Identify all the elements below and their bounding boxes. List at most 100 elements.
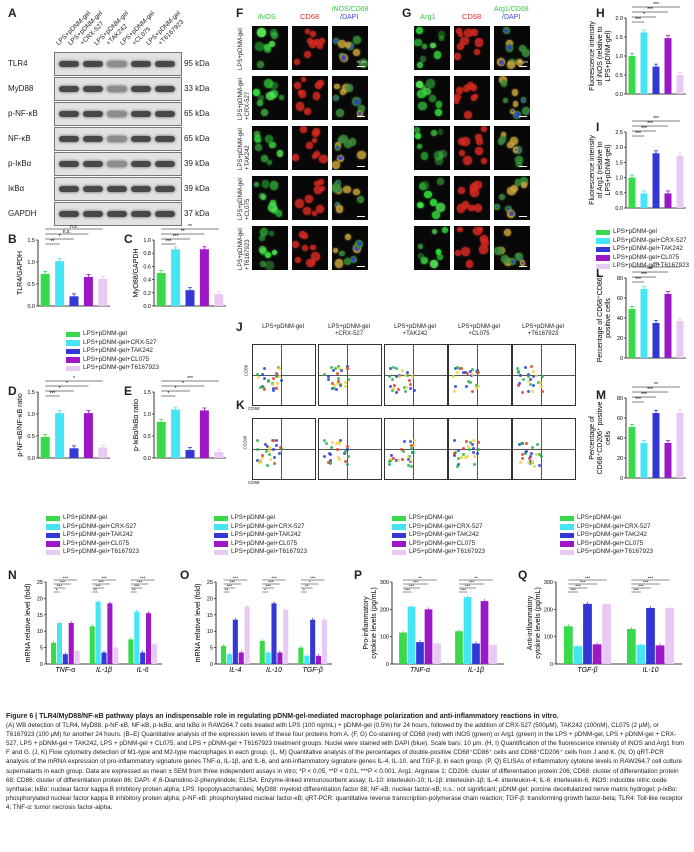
cell-blob bbox=[521, 106, 530, 115]
bar bbox=[128, 639, 134, 664]
flow-event bbox=[328, 461, 332, 465]
flow-event bbox=[475, 387, 479, 391]
cell-blob bbox=[310, 30, 317, 37]
nucleus-blob bbox=[336, 181, 340, 185]
scale-bar bbox=[519, 116, 527, 117]
caption-body: (A) WB detection of TLR4, MyD88, p-NF-κB… bbox=[6, 722, 685, 811]
flow-event bbox=[459, 367, 463, 370]
sig-label: *** bbox=[633, 587, 639, 592]
cell-blob bbox=[464, 28, 473, 38]
wb-kda-label: 65 kDa bbox=[184, 109, 210, 118]
bar bbox=[676, 155, 684, 208]
sig-label: *** bbox=[653, 2, 659, 8]
bar bbox=[407, 606, 416, 664]
flow-event bbox=[470, 390, 474, 394]
bar bbox=[652, 66, 660, 94]
flow-event bbox=[538, 380, 542, 384]
flow-event bbox=[332, 369, 336, 373]
wb-strip bbox=[54, 152, 182, 176]
cell-blob bbox=[303, 50, 312, 59]
flow-event bbox=[453, 454, 457, 458]
bar bbox=[98, 278, 108, 306]
flow-event bbox=[528, 459, 532, 463]
cell-blob bbox=[414, 38, 422, 47]
legend-entry: LPS+pDNM-gel+CL075 bbox=[214, 540, 307, 549]
cell-blob bbox=[260, 108, 268, 117]
wb-band bbox=[107, 186, 127, 192]
flow-event bbox=[336, 379, 340, 383]
sig-label: *** bbox=[635, 397, 641, 403]
y-tick-label: 0.5 bbox=[27, 434, 35, 440]
cell-blob bbox=[480, 234, 489, 243]
y-tick-label: 10 bbox=[37, 629, 43, 635]
flow-event bbox=[530, 451, 534, 455]
sig-label: *** bbox=[230, 579, 236, 584]
scale-bar bbox=[357, 266, 365, 267]
y-axis-label: of Arg1 (relative to bbox=[597, 141, 604, 198]
cell-blob bbox=[494, 246, 503, 256]
cell-blob bbox=[301, 244, 308, 251]
cell-blob bbox=[332, 247, 339, 254]
wb-band bbox=[83, 186, 103, 192]
y-tick-label: 1.0 bbox=[143, 412, 151, 418]
cell-blob bbox=[423, 190, 432, 199]
flow-event bbox=[408, 458, 412, 462]
panel-letter-k: K bbox=[236, 398, 245, 412]
flow-column-label-line: LPS+pDNM-gel bbox=[394, 324, 436, 330]
y-axis-label: cytokine levels (pg/mL) bbox=[535, 587, 542, 659]
flow-event bbox=[323, 372, 327, 376]
cell-blob bbox=[521, 182, 527, 188]
micro-image bbox=[252, 26, 288, 70]
sig-label: *** bbox=[638, 583, 644, 588]
bar bbox=[463, 597, 472, 664]
sig-label: * bbox=[264, 587, 266, 592]
sig-label: *** bbox=[95, 583, 101, 588]
flow-event bbox=[280, 378, 284, 382]
legend-entry: LPS+pDNM-gel+TAK242 bbox=[560, 531, 653, 540]
cell-blob bbox=[456, 28, 463, 35]
flow-event bbox=[267, 448, 271, 452]
cell-blob bbox=[461, 247, 471, 257]
wb-band bbox=[83, 161, 103, 167]
legend-entry: LPS+pDNM-gel+TAK242 bbox=[392, 531, 485, 540]
legend-entry: LPS+pDNM-gel+CL075 bbox=[392, 540, 485, 549]
cell-blob bbox=[317, 179, 324, 186]
flow-plot-cd206 bbox=[512, 418, 576, 480]
flow-event bbox=[527, 389, 531, 393]
cell-blob bbox=[431, 130, 438, 137]
wb-band bbox=[59, 111, 79, 117]
flow-event bbox=[272, 438, 276, 442]
cell-blob bbox=[294, 81, 302, 89]
cell-blob bbox=[460, 36, 469, 45]
flow-event bbox=[541, 390, 545, 394]
bar bbox=[602, 603, 612, 664]
flow-event bbox=[469, 369, 473, 373]
wb-strip bbox=[54, 52, 182, 76]
bar bbox=[316, 655, 322, 664]
bar bbox=[424, 609, 433, 664]
cell-blob bbox=[276, 150, 284, 157]
scale-bar bbox=[519, 66, 527, 67]
nucleus-blob bbox=[356, 241, 362, 247]
flow-event bbox=[339, 382, 343, 386]
cell-blob bbox=[299, 126, 307, 133]
flow-event bbox=[528, 456, 532, 460]
wb-kda-label: 33 kDa bbox=[184, 84, 210, 93]
flow-event bbox=[330, 366, 334, 370]
nucleus-blob bbox=[334, 39, 338, 43]
cell-blob bbox=[521, 48, 530, 58]
flow-event bbox=[343, 380, 347, 384]
flow-event bbox=[274, 374, 278, 378]
sig-label: *** bbox=[465, 583, 471, 588]
flow-event bbox=[337, 366, 341, 370]
sig-label: ** bbox=[93, 587, 97, 592]
bar bbox=[640, 443, 648, 478]
legend-entry: LPS+pDNM-gel+CRX-527 bbox=[560, 523, 653, 532]
cell-blob bbox=[475, 146, 484, 156]
flow-event bbox=[275, 381, 279, 385]
scale-bar bbox=[519, 266, 527, 267]
nucleus-blob bbox=[521, 261, 524, 265]
flow-event bbox=[340, 369, 344, 373]
nucleus-blob bbox=[510, 259, 515, 264]
wb-band bbox=[107, 161, 127, 167]
